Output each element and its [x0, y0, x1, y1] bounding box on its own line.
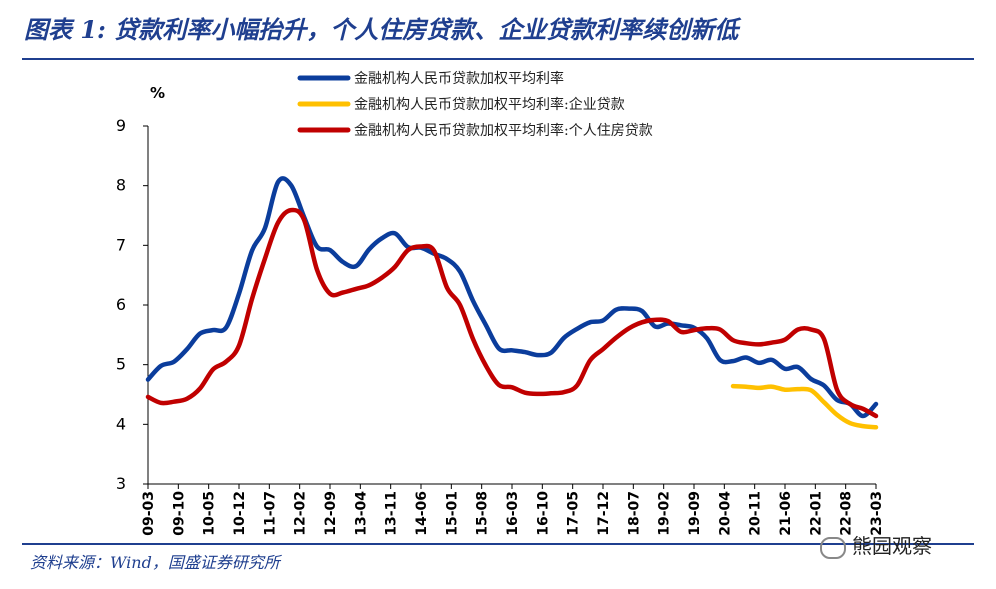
series-line-3 [145, 207, 879, 419]
title-divider [22, 58, 974, 60]
y-tick-label: 5 [116, 355, 126, 374]
x-tick-label: 16-03 [505, 491, 521, 536]
x-tick-label: 16-10 [535, 491, 551, 536]
x-tick-label: 15-08 [475, 491, 491, 536]
x-tick-label: 13-04 [353, 491, 369, 536]
x-tick-label: 14-06 [414, 491, 430, 536]
x-tick-label: 10-05 [202, 491, 218, 536]
y-tick-label: 8 [116, 176, 126, 195]
y-tick-label: 3 [116, 474, 126, 493]
x-tick-label: 23-03 [869, 491, 885, 536]
x-tick-label: 09-03 [141, 491, 157, 536]
x-tick-label: 09-10 [171, 491, 187, 536]
legend-label-3: 金融机构人民币贷款加权平均利率:个人住房贷款 [354, 122, 653, 139]
x-tick-label: 12-09 [323, 491, 339, 536]
x-tick-label: 12-02 [293, 491, 309, 536]
wechat-icon [820, 536, 846, 559]
series-layer [145, 176, 879, 430]
x-tick-label: 20-04 [717, 491, 733, 536]
y-tick-label: 7 [116, 235, 126, 254]
x-tick-label: 22-01 [808, 491, 824, 536]
source-note: 资料来源：Wind，国盛证券研究所 [30, 553, 280, 572]
axes: 3 4 5 6 7 8 9% 09-03 09-10 10-05 10-12 11-07 12-02 12… [116, 84, 885, 536]
x-tick-label: 18-07 [626, 491, 642, 536]
watermark-text: 熊园观察 [852, 534, 932, 558]
x-tick-label: 17-12 [596, 491, 612, 536]
x-tick-label: 19-09 [687, 491, 703, 536]
legend-label-1: 金融机构人民币贷款加权平均利率 [354, 70, 564, 87]
source-divider [22, 543, 974, 545]
x-tick-label: 17-05 [566, 491, 582, 536]
x-tick-label: 22-08 [839, 491, 855, 536]
x-tick-label: 11-07 [262, 491, 278, 536]
x-tick-label: 20-11 [748, 491, 764, 536]
series-line-1 [145, 176, 879, 419]
x-tick-label: 13-11 [384, 491, 400, 536]
x-tick-label: 21-06 [778, 491, 794, 536]
legend: 金融机构人民币贷款加权平均利率金融机构人民币贷款加权平均利率:企业贷款金融机构人… [297, 70, 653, 139]
watermark: 熊园观察 [820, 530, 932, 559]
x-tick-label: 19-02 [657, 491, 673, 536]
x-tick-label: 15-01 [444, 491, 460, 536]
legend-label-2: 金融机构人民币贷款加权平均利率:企业贷款 [354, 96, 625, 113]
x-tick-label: 10-12 [232, 491, 248, 536]
y-axis-unit: % [150, 84, 165, 102]
chart-title: 图表 1: 贷款利率小幅抬升，个人住房贷款、企业贷款利率续创新低 [24, 15, 739, 44]
y-tick-label: 9 [116, 116, 126, 135]
y-tick-label: 6 [116, 295, 126, 314]
y-tick-label: 4 [116, 414, 126, 433]
series-line-2 [730, 383, 879, 430]
